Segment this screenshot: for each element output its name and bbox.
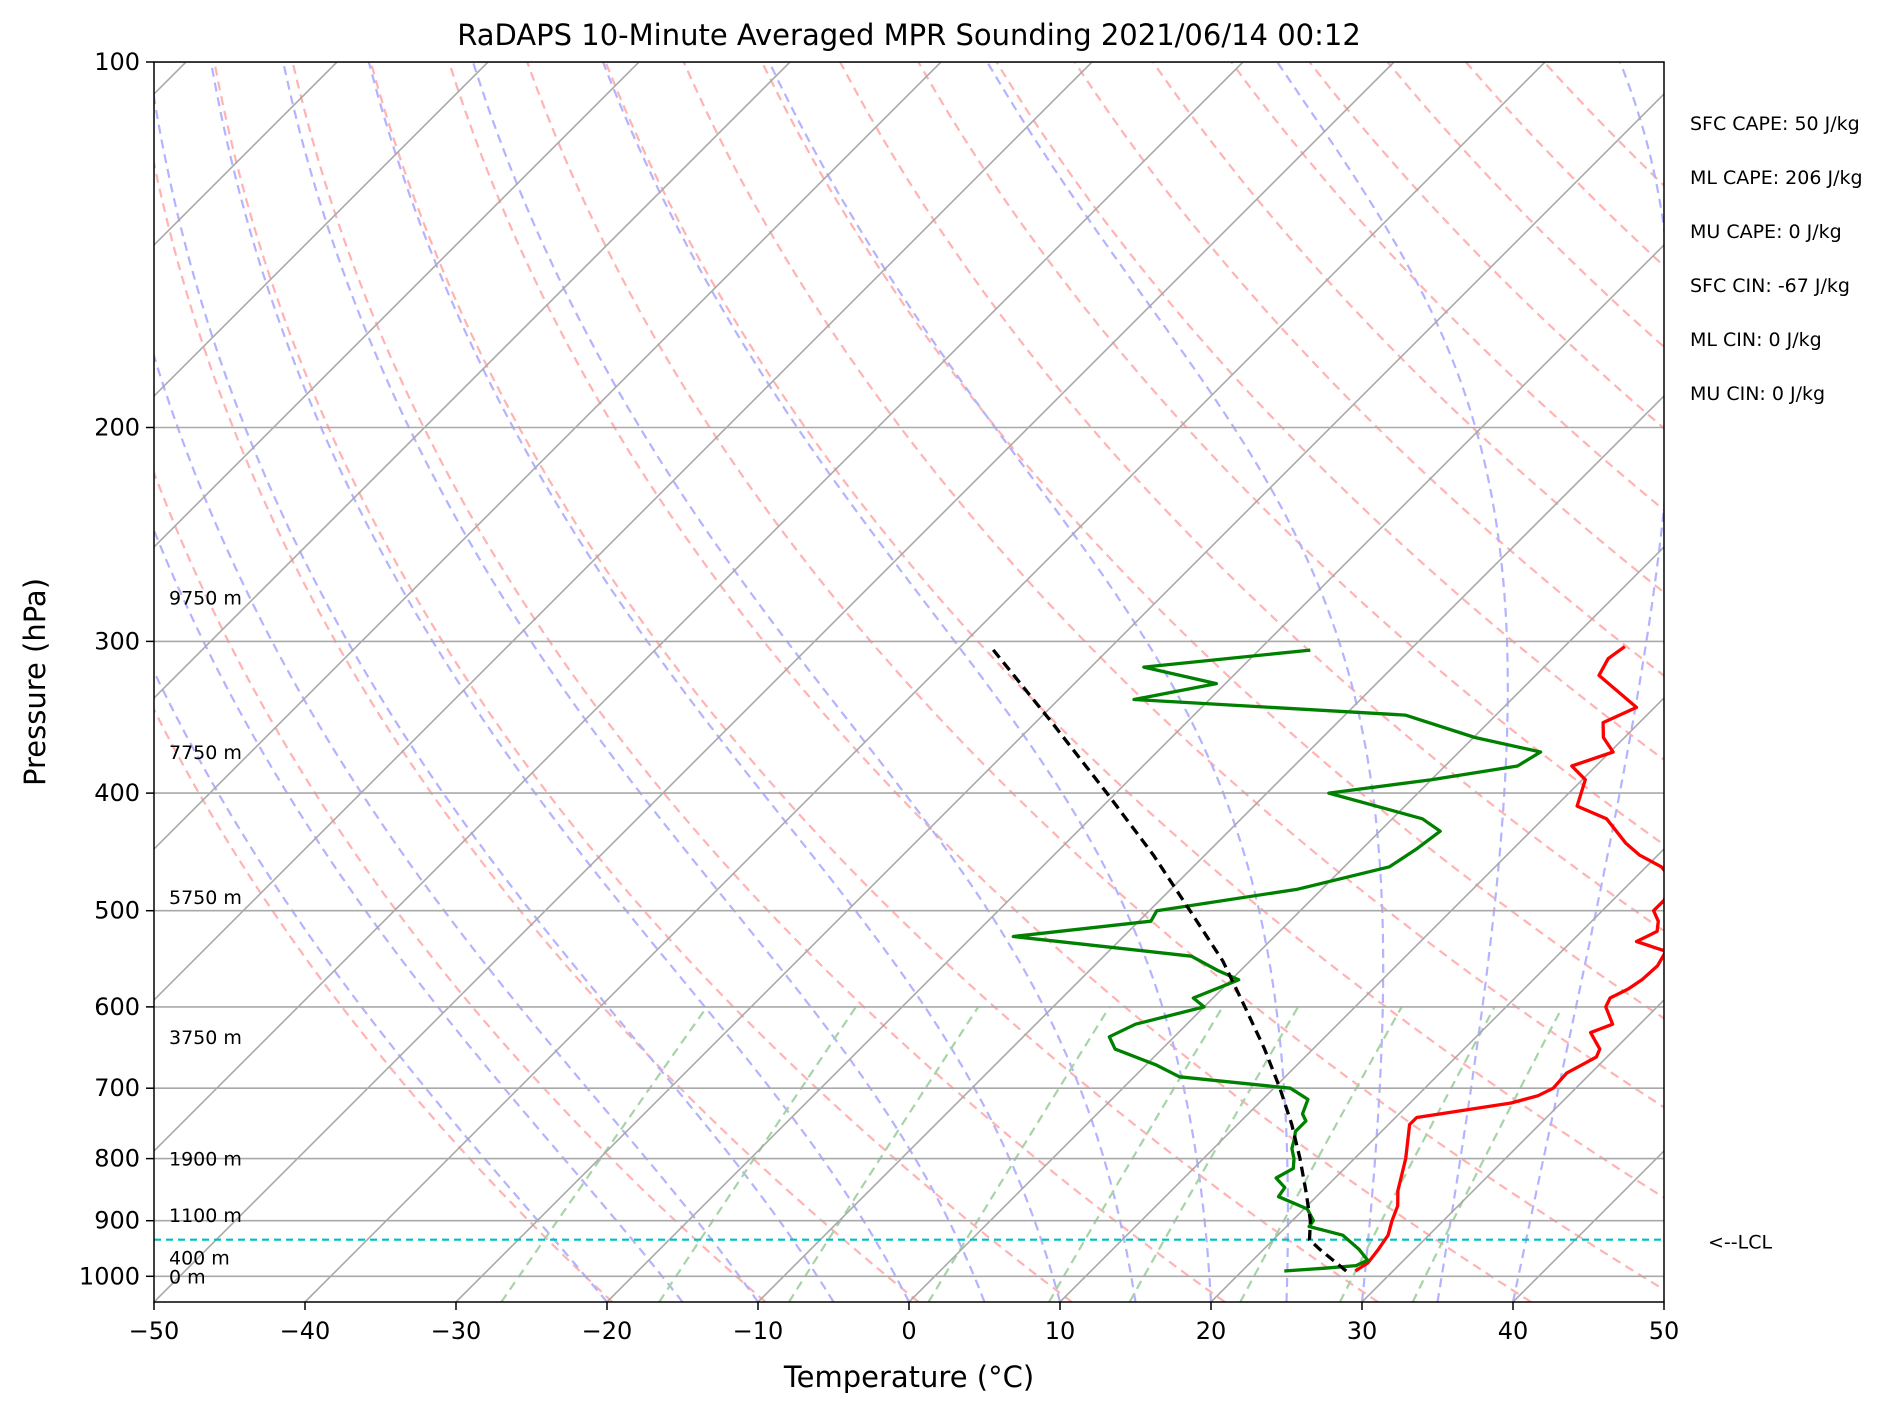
dry-adiabat bbox=[291, 62, 1226, 1302]
y-tick-label: 900 bbox=[94, 1207, 140, 1235]
height-label: 3750 m bbox=[169, 1027, 242, 1049]
stability-index: SFC CAPE: 50 J/kg bbox=[1690, 113, 1860, 135]
height-label: 1100 m bbox=[169, 1205, 242, 1227]
series-layer bbox=[154, 645, 1664, 1273]
dry-adiabat bbox=[154, 157, 920, 1302]
mixing-ratio-line bbox=[787, 1006, 980, 1302]
stability-index: SFC CIN: -67 J/kg bbox=[1690, 275, 1850, 297]
moist-adiabat bbox=[1276, 62, 1509, 1302]
moist-adiabat bbox=[154, 669, 608, 1302]
plot-background bbox=[154, 62, 1664, 1302]
y-tick-label: 400 bbox=[94, 779, 140, 807]
x-tick-label: 20 bbox=[1196, 1317, 1227, 1345]
height-label: 7750 m bbox=[169, 742, 242, 764]
grid-layer bbox=[154, 62, 1664, 1302]
x-axis-title: Temperature (°C) bbox=[783, 1360, 1034, 1394]
mixing-ratio-line bbox=[500, 1006, 708, 1302]
moist-adiabat bbox=[1511, 62, 1664, 1302]
lcl-label: <--LCL bbox=[1708, 1232, 1772, 1254]
mixing-ratio-line bbox=[1338, 1006, 1496, 1302]
x-tick-label: 30 bbox=[1347, 1317, 1378, 1345]
moist-adiabat bbox=[282, 62, 986, 1302]
y-axis-title: Pressure (hPa) bbox=[18, 578, 52, 786]
height-label: 0 m bbox=[169, 1266, 206, 1288]
isotherm bbox=[1059, 696, 1664, 1302]
moist-adiabat bbox=[768, 62, 1290, 1302]
y-tick-label: 800 bbox=[94, 1145, 140, 1173]
stability-index: ML CAPE: 206 J/kg bbox=[1690, 167, 1863, 189]
x-tick-label: −10 bbox=[733, 1317, 784, 1345]
isotherm bbox=[154, 62, 1395, 1302]
dry-adiabat bbox=[760, 62, 1664, 1020]
stability-index: MU CAPE: 0 J/kg bbox=[1690, 221, 1842, 243]
isotherm bbox=[757, 394, 1664, 1302]
mixing-ratio-line bbox=[658, 1006, 857, 1302]
x-tick-label: 0 bbox=[901, 1317, 916, 1345]
dry-adiabat bbox=[369, 62, 1379, 1302]
x-tick-label: 40 bbox=[1498, 1317, 1529, 1345]
dewpoint-profile bbox=[1011, 648, 1543, 1273]
x-tick-label: 10 bbox=[1045, 1317, 1076, 1345]
mixing-ratio-line bbox=[1048, 1006, 1224, 1302]
ticks-layer: −50 −40 −30 −20 −10 0 10 20 30 40 50 100 200 300 400 50… bbox=[79, 48, 1679, 1345]
stability-index: MU CIN: 0 J/kg bbox=[1690, 383, 1825, 405]
dry-adiabat bbox=[154, 707, 614, 1302]
isotherm bbox=[908, 545, 1664, 1302]
dry-adiabat bbox=[154, 469, 767, 1302]
dry-adiabat bbox=[917, 62, 1664, 847]
dry-adiabat bbox=[995, 62, 1664, 762]
isotherm bbox=[154, 62, 1093, 1002]
dry-adiabat bbox=[1073, 62, 1664, 678]
moist-adiabat bbox=[154, 527, 684, 1302]
dry-adiabat bbox=[682, 62, 1664, 1109]
x-tick-label: −50 bbox=[129, 1317, 180, 1345]
indices-panel: SFC CAPE: 50 J/kg ML CAPE: 206 J/kg MU CAP… bbox=[1690, 113, 1863, 405]
isotherm bbox=[1210, 847, 1664, 1302]
moist-adiabat bbox=[367, 62, 1062, 1302]
dry-adiabat bbox=[604, 62, 1664, 1199]
dry-adiabat bbox=[213, 62, 1073, 1302]
height-label: 400 m bbox=[169, 1248, 230, 1270]
y-tick-label: 700 bbox=[94, 1074, 140, 1102]
height-label: 1900 m bbox=[169, 1149, 242, 1171]
stability-index: ML CIN: 0 J/kg bbox=[1690, 329, 1822, 351]
x-tick-label: −20 bbox=[582, 1317, 633, 1345]
isotherm bbox=[455, 92, 1664, 1302]
mixing-ratio-line bbox=[927, 1006, 1111, 1302]
y-tick-label: 600 bbox=[94, 993, 140, 1021]
isotherm bbox=[154, 62, 489, 398]
y-tick-label: 200 bbox=[94, 414, 140, 442]
isotherm bbox=[154, 62, 791, 700]
isotherm bbox=[154, 62, 1244, 1153]
moist-adiabat bbox=[209, 62, 910, 1302]
moist-adiabat bbox=[471, 62, 1137, 1302]
moist-adiabat bbox=[986, 62, 1385, 1302]
chart-title: RaDAPS 10-Minute Averaged MPR Sounding 2… bbox=[457, 18, 1361, 52]
parcel-profile bbox=[989, 645, 1348, 1273]
y-tick-label: 1000 bbox=[79, 1262, 140, 1290]
y-tick-label: 300 bbox=[94, 627, 140, 655]
isotherm bbox=[154, 62, 640, 549]
isotherm bbox=[154, 62, 942, 851]
x-tick-label: 50 bbox=[1649, 1317, 1680, 1345]
y-tick-label: 500 bbox=[94, 897, 140, 925]
mixing-ratio-line bbox=[1411, 1006, 1564, 1302]
isotherm bbox=[606, 243, 1664, 1302]
x-tick-label: −30 bbox=[431, 1317, 482, 1345]
isotherm bbox=[1361, 998, 1664, 1302]
height-label: 9750 m bbox=[169, 587, 242, 609]
x-tick-label: −40 bbox=[280, 1317, 331, 1345]
temperature-profile bbox=[1354, 645, 1664, 1273]
y-tick-label: 100 bbox=[94, 48, 140, 76]
isotherm bbox=[304, 62, 1546, 1302]
dry-adiabat bbox=[447, 62, 1532, 1302]
moist-adiabat bbox=[601, 62, 1213, 1302]
isotherm bbox=[1663, 1300, 1664, 1302]
height-label: 5750 m bbox=[169, 887, 242, 909]
